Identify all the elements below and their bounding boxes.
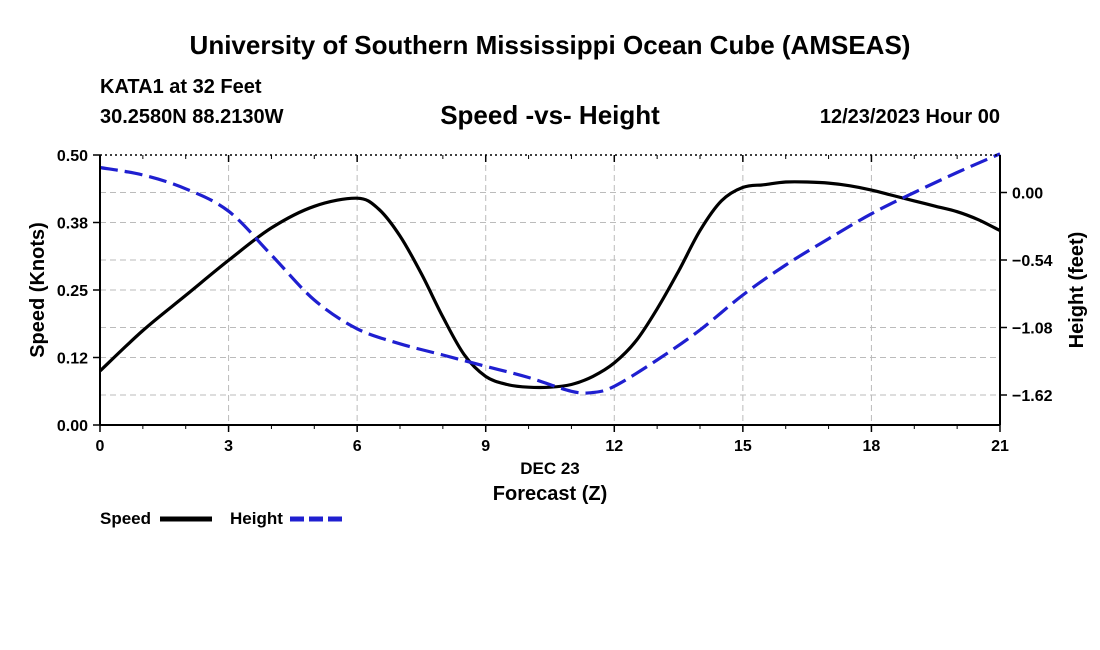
x-tick-label: 18 [863,438,881,455]
y-left-tick-label: 0.25 [57,283,88,300]
x-tick-label: 12 [605,438,623,455]
axis-labels: DEC 23 Forecast (Z) Speed (Knots) Height… [27,222,1088,505]
x-tick-label: 15 [734,438,752,455]
x-axis-label: Forecast (Z) [493,483,607,505]
y-right-tick-label: −1.62 [1012,388,1053,405]
station-name: KATA1 at 32 Feet [100,76,262,98]
chart-title: University of Southern Mississippi Ocean… [189,30,911,60]
station-coordinates: 30.2580N 88.2130W [100,106,284,128]
x-tick-label: 0 [96,438,105,455]
forecast-datetime: 12/23/2023 Hour 00 [819,106,1000,128]
legend-height-swatch [290,516,342,522]
grid-lines [100,155,1000,425]
x-tick-label: 21 [991,438,1009,455]
y-left-tick-label: 0.38 [57,216,88,233]
legend-speed-swatch [160,516,212,522]
x-axis-date-label: DEC 23 [520,459,580,478]
y-left-tick-label: 0.50 [57,148,88,165]
x-tick-label: 9 [481,438,490,455]
series-line-speed [98,180,1001,390]
y-right-tick-label: −0.54 [1012,253,1053,270]
x-tick-label: 6 [353,438,362,455]
x-tick-label: 3 [224,438,233,455]
y-left-tick-label: 0.12 [57,351,88,368]
legend-height-label: Height [230,509,283,528]
series-line-height [99,152,1001,395]
y-right-tick-label: 0.00 [1012,186,1043,203]
axes: 0 3 6 9 12 15 18 21 0.00 0.12 0.25 0.38 0.50 0.00 −0.5… [57,148,1053,455]
chart-subtitle: Speed -vs- Height [440,100,660,130]
y-right-tick-label: −1.08 [1012,321,1053,338]
series-lines [98,152,1001,395]
y-left-tick-label: 0.00 [57,418,88,435]
y-axis-right-label: Height (feet) [1066,232,1088,349]
y-axis-left-label: Speed (Knots) [27,222,49,358]
legend-speed-label: Speed [100,509,152,528]
